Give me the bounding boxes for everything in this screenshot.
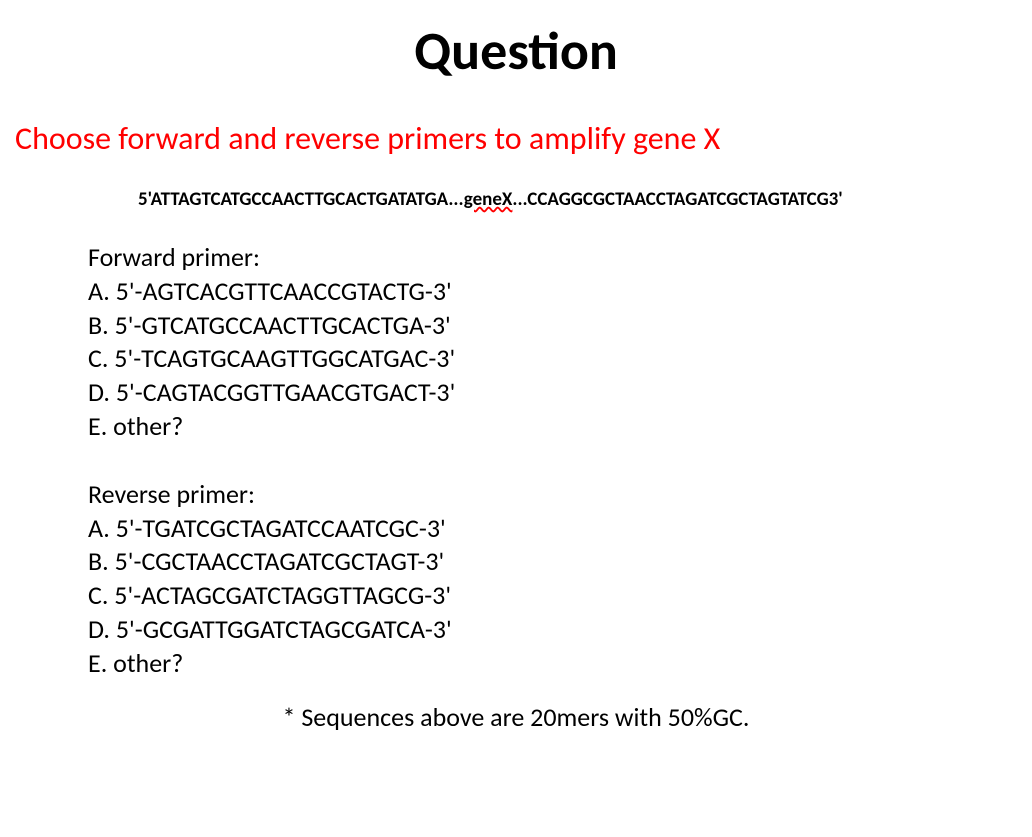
dna-sequence: 5'ATTAGTCATGCCAACTTGCACTGATATGA...geneX.… bbox=[0, 188, 1032, 241]
reverse-primer-heading: Reverse primer: bbox=[88, 478, 1032, 512]
forward-option-e: E. other? bbox=[88, 410, 1032, 444]
reverse-option-d: D. 5'-GCGATTGGATCTAGCGATCA-3' bbox=[88, 613, 1032, 647]
reverse-option-a: A. 5'-TGATCGCTAGATCCAATCGC-3' bbox=[88, 512, 1032, 546]
forward-option-b: B. 5'-GTCATGCCAACTTGCACTGA-3' bbox=[88, 309, 1032, 343]
section-spacer bbox=[0, 444, 1032, 478]
gene-x-label: geneX bbox=[464, 188, 513, 211]
sequence-suffix: ...CCAGGCGCTAACCTAGATCGCTAGTATCG3' bbox=[512, 188, 842, 211]
reverse-option-c: C. 5'-ACTAGCGATCTAGGTTAGCG-3' bbox=[88, 579, 1032, 613]
forward-primer-section: Forward primer: A. 5'-AGTCACGTTCAACCGTAC… bbox=[0, 241, 1032, 444]
footnote-text: * Sequences above are 20mers with 50%GC. bbox=[0, 681, 1032, 733]
forward-option-d: D. 5'-CAGTACGGTTGAACGTGACT-3' bbox=[88, 376, 1032, 410]
reverse-primer-section: Reverse primer: A. 5'-TGATCGCTAGATCCAATC… bbox=[0, 478, 1032, 681]
forward-option-c: C. 5'-TCAGTGCAAGTTGGCATGAC-3' bbox=[88, 342, 1032, 376]
sequence-prefix: 5'ATTAGTCATGCCAACTTGCACTGATATGA... bbox=[138, 188, 464, 211]
page-title: Question bbox=[0, 0, 1032, 104]
reverse-option-e: E. other? bbox=[88, 647, 1032, 681]
forward-option-a: A. 5'-AGTCACGTTCAACCGTACTG-3' bbox=[88, 275, 1032, 309]
reverse-option-b: B. 5'-CGCTAACCTAGATCGCTAGT-3' bbox=[88, 545, 1032, 579]
instruction-text: Choose forward and reverse primers to am… bbox=[0, 104, 1032, 188]
forward-primer-heading: Forward primer: bbox=[88, 241, 1032, 275]
